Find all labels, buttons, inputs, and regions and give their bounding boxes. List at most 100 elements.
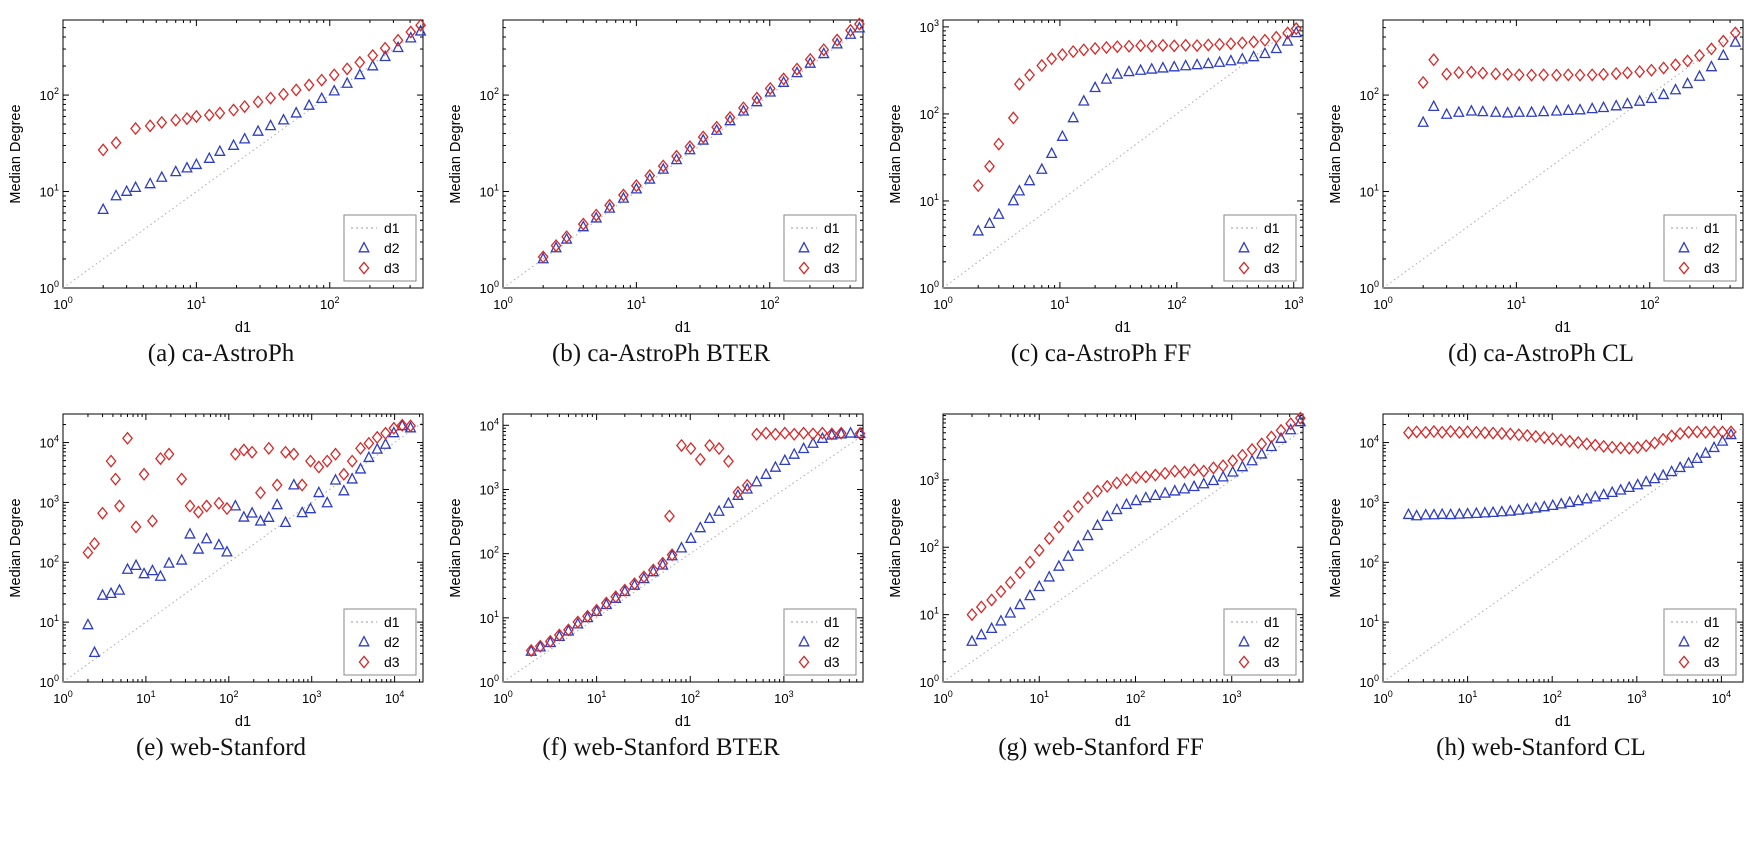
svg-text:d1: d1 bbox=[1264, 614, 1280, 630]
svg-text:102: 102 bbox=[1542, 689, 1561, 706]
axis-ticks bbox=[1382, 414, 1743, 683]
subplot-c: 100 101 102 103 100 101 102 103 d1 Median Degree d… bbox=[881, 8, 1321, 368]
svg-text:102: 102 bbox=[480, 86, 499, 103]
y-axis-label: Median Degree bbox=[888, 104, 904, 203]
svg-text:101: 101 bbox=[40, 183, 59, 200]
tick-labels: 100 101 102 103 104 100 101 102 103 104 bbox=[40, 434, 405, 706]
svg-text:100: 100 bbox=[480, 279, 499, 296]
reference-line-d1 bbox=[942, 19, 1304, 289]
axis-ticks bbox=[62, 20, 423, 289]
svg-text:d3: d3 bbox=[384, 654, 400, 670]
series-d3 bbox=[537, 17, 865, 264]
svg-text:d1: d1 bbox=[1264, 220, 1280, 236]
svg-text:100: 100 bbox=[1373, 295, 1392, 312]
svg-text:d1: d1 bbox=[384, 614, 400, 630]
chart-canvas-h: 100 101 102 103 104 100 101 102 103 104 d1 Median D… bbox=[1328, 413, 1744, 730]
svg-text:101: 101 bbox=[587, 689, 606, 706]
legend: d1 d2 d3 bbox=[1223, 214, 1297, 282]
series-d2 bbox=[966, 415, 1307, 646]
svg-text:100: 100 bbox=[40, 279, 59, 296]
svg-text:d1: d1 bbox=[824, 614, 840, 630]
svg-text:d2: d2 bbox=[1264, 240, 1280, 256]
legend: d1 d2 d3 bbox=[1663, 608, 1737, 676]
svg-text:d2: d2 bbox=[1264, 634, 1280, 650]
svg-text:102: 102 bbox=[760, 295, 779, 312]
svg-text:103: 103 bbox=[40, 493, 59, 510]
tick-labels: 100 101 102 100 101 102 bbox=[480, 86, 780, 312]
x-axis-label: d1 bbox=[1555, 320, 1571, 336]
svg-text:100: 100 bbox=[1373, 689, 1392, 706]
figure-grid: 100 101 102 100 101 102 d1 Median Degree d1 d2 d3 … bbox=[1, 8, 1744, 762]
axis-ticks bbox=[1382, 20, 1743, 289]
svg-text:100: 100 bbox=[493, 295, 512, 312]
svg-text:d2: d2 bbox=[384, 240, 400, 256]
reference-line-d1 bbox=[1382, 27, 1744, 289]
svg-text:100: 100 bbox=[920, 673, 939, 690]
svg-text:101: 101 bbox=[480, 183, 499, 200]
svg-text:d2: d2 bbox=[1704, 634, 1720, 650]
svg-text:100: 100 bbox=[40, 673, 59, 690]
subplot-f: 100 101 102 103 100 101 102 103 104 d1 Median Degr… bbox=[441, 402, 881, 762]
y-axis-label: Median Degree bbox=[888, 498, 904, 597]
subplot-caption-f: (f) web-Stanford BTER bbox=[542, 734, 780, 761]
svg-text:d3: d3 bbox=[824, 654, 840, 670]
x-axis-label: d1 bbox=[675, 320, 691, 336]
chart-canvas-d: 100 101 102 100 101 102 d1 Median Degree d1 d2 d3 bbox=[1328, 19, 1744, 336]
legend: d1 d2 d3 bbox=[783, 608, 857, 676]
subplot-caption-d: (d) ca-AstroPh CL bbox=[1447, 340, 1635, 367]
series-d3 bbox=[972, 22, 1302, 193]
svg-text:103: 103 bbox=[920, 471, 939, 488]
axis-ticks bbox=[62, 414, 423, 683]
svg-text:102: 102 bbox=[1167, 295, 1186, 312]
chart-canvas-f: 100 101 102 103 100 101 102 103 104 d1 Median Degr… bbox=[448, 413, 866, 730]
subplot-caption-g: (g) web-Stanford FF bbox=[998, 734, 1204, 761]
svg-text:103: 103 bbox=[302, 689, 321, 706]
subplot-caption-c: (c) ca-AstroPh FF bbox=[1010, 340, 1192, 367]
svg-text:103: 103 bbox=[1360, 493, 1379, 510]
svg-text:d1: d1 bbox=[1704, 614, 1720, 630]
svg-text:103: 103 bbox=[1627, 689, 1646, 706]
svg-text:101: 101 bbox=[1030, 689, 1049, 706]
svg-text:101: 101 bbox=[136, 689, 155, 706]
svg-text:103: 103 bbox=[774, 689, 793, 706]
svg-text:d1: d1 bbox=[384, 220, 400, 236]
legend: d1 d2 d3 bbox=[343, 214, 417, 282]
chart-canvas-e: 100 101 102 103 104 100 101 102 103 104 d1 Median D… bbox=[8, 413, 424, 730]
svg-text:104: 104 bbox=[480, 416, 499, 433]
legend: d1 d2 d3 bbox=[1223, 608, 1297, 676]
svg-text:102: 102 bbox=[920, 105, 939, 122]
tick-labels: 100 101 102 103 100 101 102 103 bbox=[920, 471, 1242, 706]
svg-text:102: 102 bbox=[40, 553, 59, 570]
svg-text:100: 100 bbox=[1360, 279, 1379, 296]
reference-line-d1 bbox=[1382, 426, 1744, 683]
svg-text:d2: d2 bbox=[1704, 240, 1720, 256]
y-axis-label: Median Degree bbox=[1328, 104, 1344, 203]
subplot-e: 100 101 102 103 104 100 101 102 103 104 d1 Median D… bbox=[1, 402, 441, 762]
reference-line-d1 bbox=[502, 27, 864, 289]
y-axis-label: Median Degree bbox=[8, 104, 24, 203]
svg-text:d3: d3 bbox=[1704, 260, 1720, 276]
tick-labels: 100 101 102 103 104 100 101 102 103 104 bbox=[1360, 434, 1732, 706]
svg-text:102: 102 bbox=[1640, 295, 1659, 312]
subplot-a: 100 101 102 100 101 102 d1 Median Degree d1 d2 d3 … bbox=[1, 8, 441, 368]
svg-text:102: 102 bbox=[320, 295, 339, 312]
svg-text:d1: d1 bbox=[1704, 220, 1720, 236]
y-axis-label: Median Degree bbox=[448, 498, 464, 597]
svg-text:100: 100 bbox=[933, 689, 952, 706]
series-d2 bbox=[1402, 427, 1737, 521]
svg-text:101: 101 bbox=[1360, 613, 1379, 630]
svg-text:101: 101 bbox=[1360, 183, 1379, 200]
svg-text:102: 102 bbox=[681, 689, 700, 706]
svg-text:d3: d3 bbox=[1264, 260, 1280, 276]
tick-labels: 100 101 102 100 101 102 bbox=[1360, 86, 1660, 312]
axis-ticks bbox=[942, 20, 1303, 289]
tick-labels: 100 101 102 100 101 102 bbox=[40, 86, 340, 312]
svg-text:d3: d3 bbox=[1704, 654, 1720, 670]
svg-text:101: 101 bbox=[40, 613, 59, 630]
series-d3 bbox=[97, 18, 427, 157]
subplot-caption-h: (h) web-Stanford CL bbox=[1436, 734, 1646, 761]
svg-text:101: 101 bbox=[480, 609, 499, 626]
chart-canvas-c: 100 101 102 103 100 101 102 103 d1 Median Degree d… bbox=[888, 18, 1304, 336]
svg-text:102: 102 bbox=[480, 545, 499, 562]
svg-text:103: 103 bbox=[920, 18, 939, 35]
